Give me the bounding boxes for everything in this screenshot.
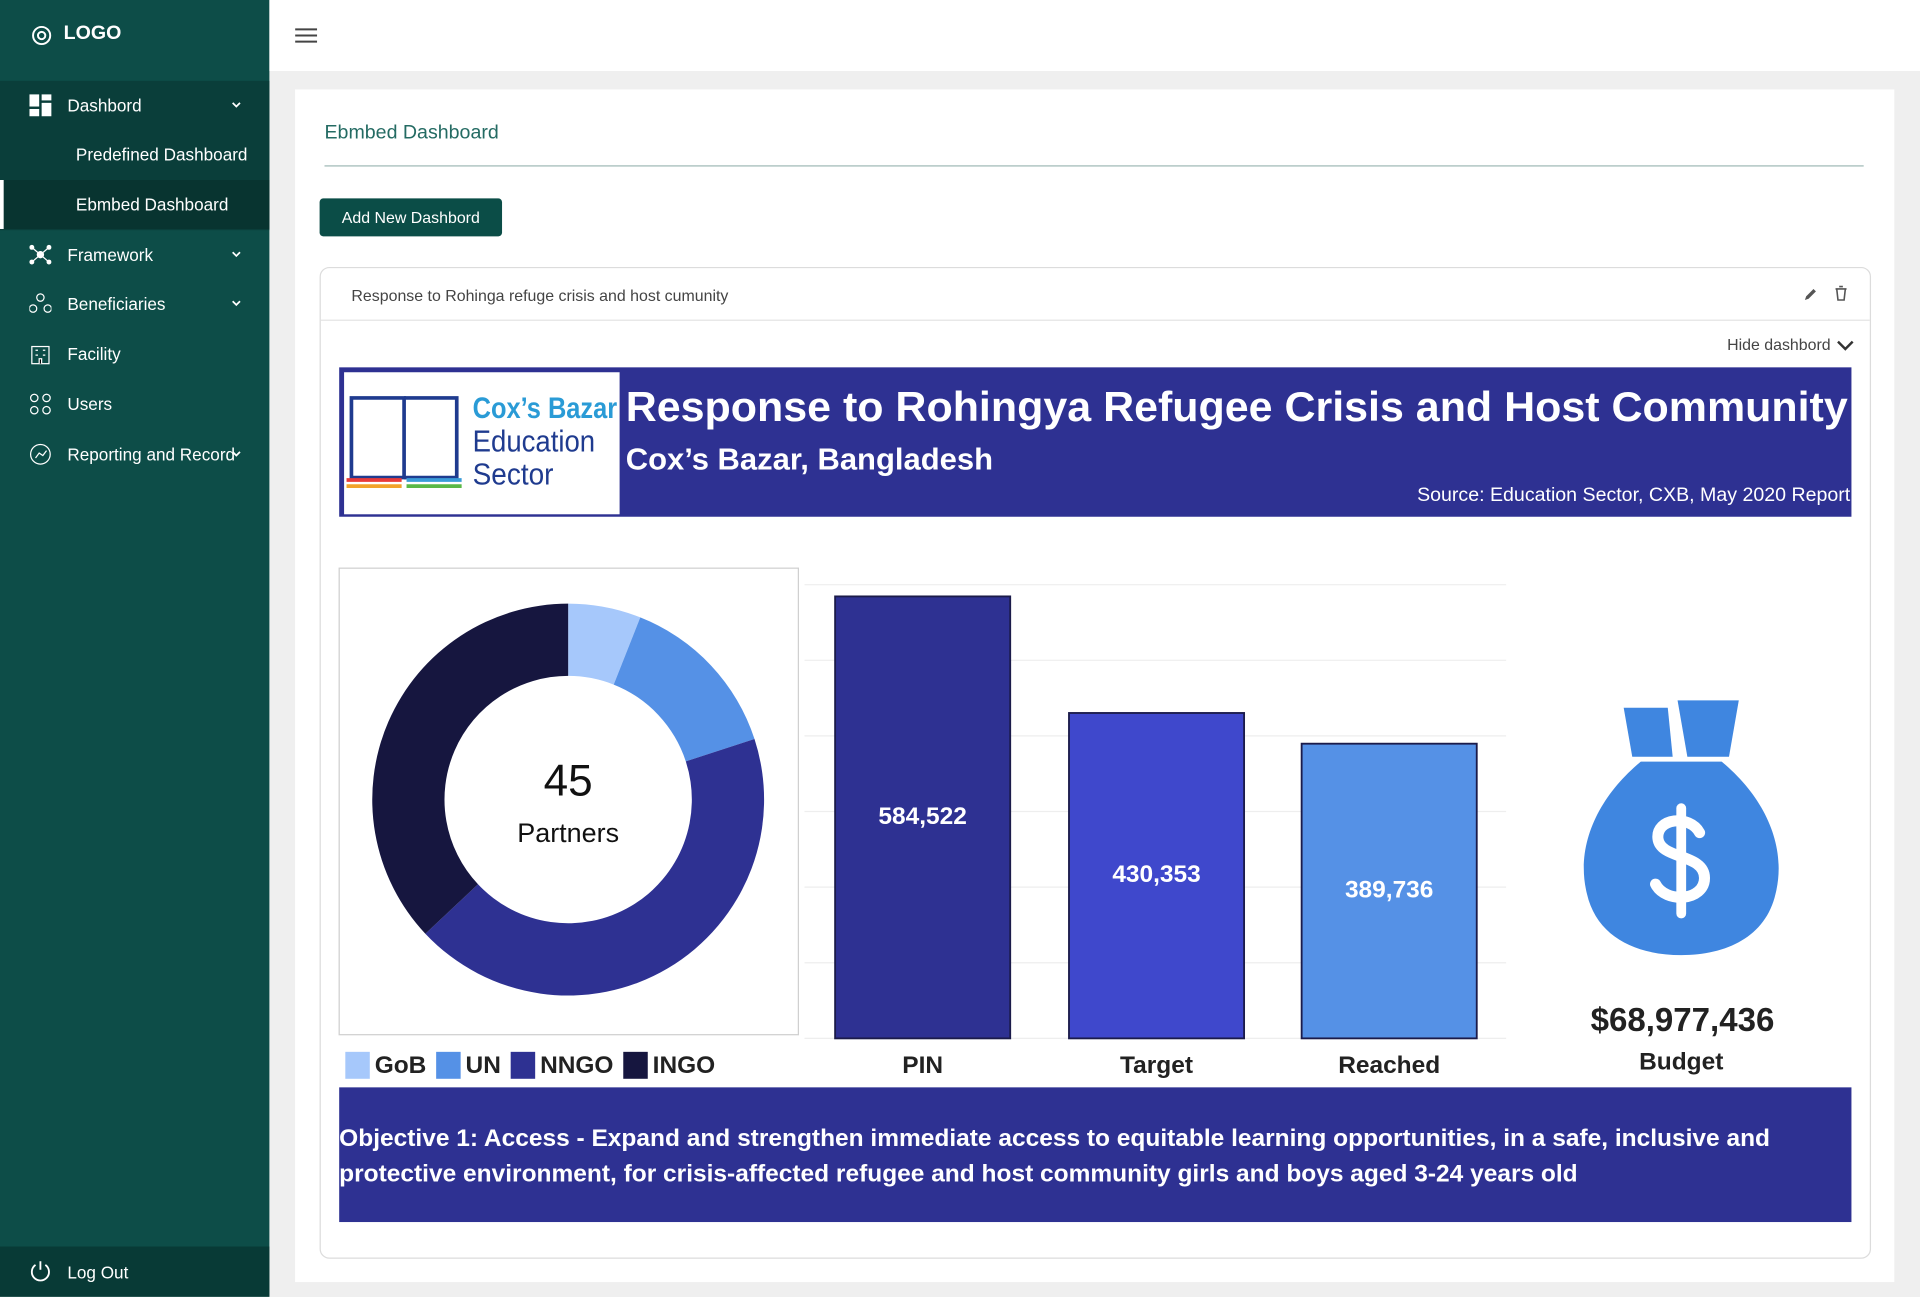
chevron xyxy=(232,300,241,307)
objective: Objective 1: Access - Expand and strengt… xyxy=(339,1087,1852,1223)
legend-label: GoB xyxy=(375,1052,427,1079)
submenu-item[interactable]: Predefined Dashboard xyxy=(0,130,269,179)
add-button[interactable]: Add New Dashbord xyxy=(319,198,503,237)
menu-label: Beneficiaries xyxy=(67,293,166,314)
top-bar xyxy=(269,0,1920,72)
x-tick-label: Target xyxy=(1120,1052,1193,1079)
logo-text: LOGO xyxy=(63,23,122,45)
x-tick-label: Reached xyxy=(1338,1052,1440,1079)
menu-icon xyxy=(29,244,52,265)
banner-logo-box xyxy=(344,372,620,515)
panel-title: Response to Rohinga refuge crisis and ho… xyxy=(351,286,729,305)
menu-icon xyxy=(29,94,52,117)
menu-item[interactable]: Users xyxy=(0,380,269,429)
menu-item[interactable]: Reporting and Record xyxy=(0,430,269,479)
book-icon xyxy=(346,396,462,488)
page-title: Ebmbed Dashboard xyxy=(324,122,499,144)
divider xyxy=(324,165,1864,167)
bar-value-label: 430,353 xyxy=(1112,861,1200,888)
embedded-dashboard: Cox’s Bazar Education Sector Response to… xyxy=(338,367,1852,1079)
menu-label: Framework xyxy=(67,244,154,265)
x-tick-label: PIN xyxy=(902,1052,943,1079)
bar xyxy=(1300,742,1478,1040)
legend-label: INGO xyxy=(653,1052,716,1079)
donut-slice xyxy=(613,617,755,762)
logo: LOGO xyxy=(0,10,269,59)
banner-source: Source: Education Sector, CXB, May 2020 … xyxy=(1417,484,1851,506)
menu-icon xyxy=(30,393,51,415)
logout-icon xyxy=(30,1261,50,1282)
donut-slice xyxy=(568,603,641,685)
donut-slice xyxy=(425,739,765,996)
legend-label: UN xyxy=(466,1052,501,1079)
menu-label: Users xyxy=(67,394,113,414)
chevron xyxy=(232,102,241,108)
menu-toggle[interactable] xyxy=(295,27,318,44)
banner-logo-text: Education xyxy=(473,424,595,458)
budget-caption: Budget xyxy=(1639,1048,1723,1075)
bar xyxy=(834,595,1012,1040)
menu-label: Dashbord xyxy=(67,95,142,116)
legend-label: NNGO xyxy=(540,1052,613,1079)
donut-center-value: 45 xyxy=(544,756,593,805)
bar-value-label: 389,736 xyxy=(1345,876,1433,903)
menu-icon xyxy=(30,443,51,465)
menu-item[interactable]: Beneficiaries xyxy=(0,279,269,328)
menu-label: Reporting and Record xyxy=(67,444,236,465)
menu-icon xyxy=(31,345,50,365)
submenu-item-active[interactable]: Ebmbed Dashboard xyxy=(0,180,270,229)
budget-amount: $68,977,436 xyxy=(1591,1002,1775,1039)
legend-swatch xyxy=(345,1051,370,1079)
legend-swatch xyxy=(436,1051,461,1079)
donut-center-label: Partners xyxy=(517,818,619,848)
banner-title: Response to Rohingya Refugee Crisis and … xyxy=(626,383,1848,430)
logout[interactable]: Log Out xyxy=(0,1246,270,1297)
donut-slice xyxy=(372,603,569,934)
divider xyxy=(320,319,1870,321)
menu-item[interactable]: Facility xyxy=(0,329,269,378)
chevron xyxy=(232,451,241,457)
sidebar: LOGO Dashbord Predefined Dashboard Ebmbe… xyxy=(0,0,270,1297)
menu-label: Ebmbed Dashboard xyxy=(75,194,229,215)
logo-icon xyxy=(32,25,52,46)
bar xyxy=(1068,712,1246,1040)
budget-icon xyxy=(1583,700,1779,956)
menu-icon xyxy=(29,293,52,313)
toggle-chevron[interactable] xyxy=(1836,338,1856,353)
chevron xyxy=(232,251,241,258)
banner-subtitle: Cox’s Bazar, Bangladesh xyxy=(626,443,993,477)
menu-item[interactable]: Framework xyxy=(0,230,269,279)
menu-label: Predefined Dashboard xyxy=(75,144,248,165)
logout-label: Log Out xyxy=(67,1261,129,1282)
legend-swatch xyxy=(623,1051,648,1079)
banner-logo-text: Cox’s Bazar xyxy=(473,392,617,425)
hide-toggle[interactable]: Hide dashbord xyxy=(1727,335,1831,354)
bar-value-label: 584,522 xyxy=(878,803,966,830)
delete-icon[interactable] xyxy=(1834,285,1847,301)
menu-label: Facility xyxy=(67,344,121,364)
banner-logo-text: Sector xyxy=(473,457,554,491)
menu-item[interactable]: Dashbord xyxy=(0,81,269,130)
edit-icon[interactable] xyxy=(1804,287,1819,302)
legend-swatch xyxy=(510,1051,536,1079)
